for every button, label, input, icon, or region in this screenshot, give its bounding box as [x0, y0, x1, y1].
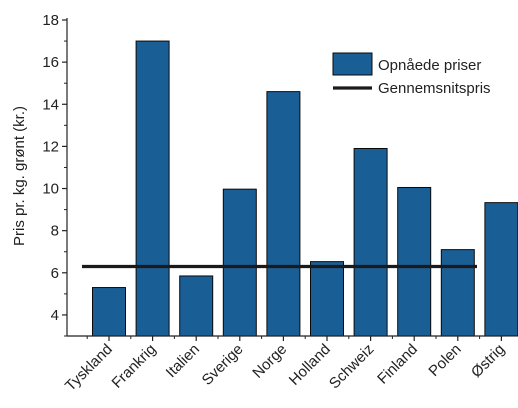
y-tick-label: 18 — [42, 12, 59, 29]
bar-italien — [179, 275, 214, 337]
x-tick-label: Tyskland — [62, 341, 116, 395]
bar-østrig — [484, 202, 518, 337]
y-tick-label: 6 — [51, 265, 59, 282]
bar-finland — [397, 186, 432, 337]
x-tick-label: Italien — [163, 341, 203, 381]
x-tick-label: Sverige — [199, 341, 247, 389]
bar-tyskland — [92, 287, 126, 337]
legend-bar-swatch — [332, 52, 373, 76]
y-axis-title: Pris pr. kg. grønt (kr.) — [11, 106, 28, 246]
legend-label-line: Gennemsnitspris — [378, 80, 491, 97]
x-tick-label: Polen — [425, 341, 464, 380]
legend-label-bars: Opnåede priser — [378, 57, 481, 74]
x-tick-label: Østrig — [468, 341, 508, 381]
bar-norge — [266, 91, 301, 337]
y-tick-label: 14 — [42, 96, 59, 113]
bars-layer — [92, 40, 518, 337]
x-tick-label: Finland — [374, 341, 421, 388]
bar-polen — [440, 249, 475, 337]
bar-schweiz — [353, 148, 388, 337]
y-tick-label: 8 — [51, 223, 59, 240]
y-tick-label: 16 — [42, 54, 59, 71]
legend: Opnåede priser Gennemsnitspris — [332, 52, 491, 97]
bar-frankrig — [135, 40, 170, 337]
x-tick-label: Schweiz — [326, 341, 378, 393]
bar-holland — [310, 261, 344, 337]
bar-sverige — [222, 188, 257, 337]
y-tick-label: 10 — [42, 181, 59, 198]
x-tick-label: Norge — [249, 341, 290, 382]
y-tick-label: 12 — [42, 138, 59, 155]
x-tick-label: Frankrig — [109, 341, 160, 392]
y-tick-label: 4 — [51, 307, 59, 324]
